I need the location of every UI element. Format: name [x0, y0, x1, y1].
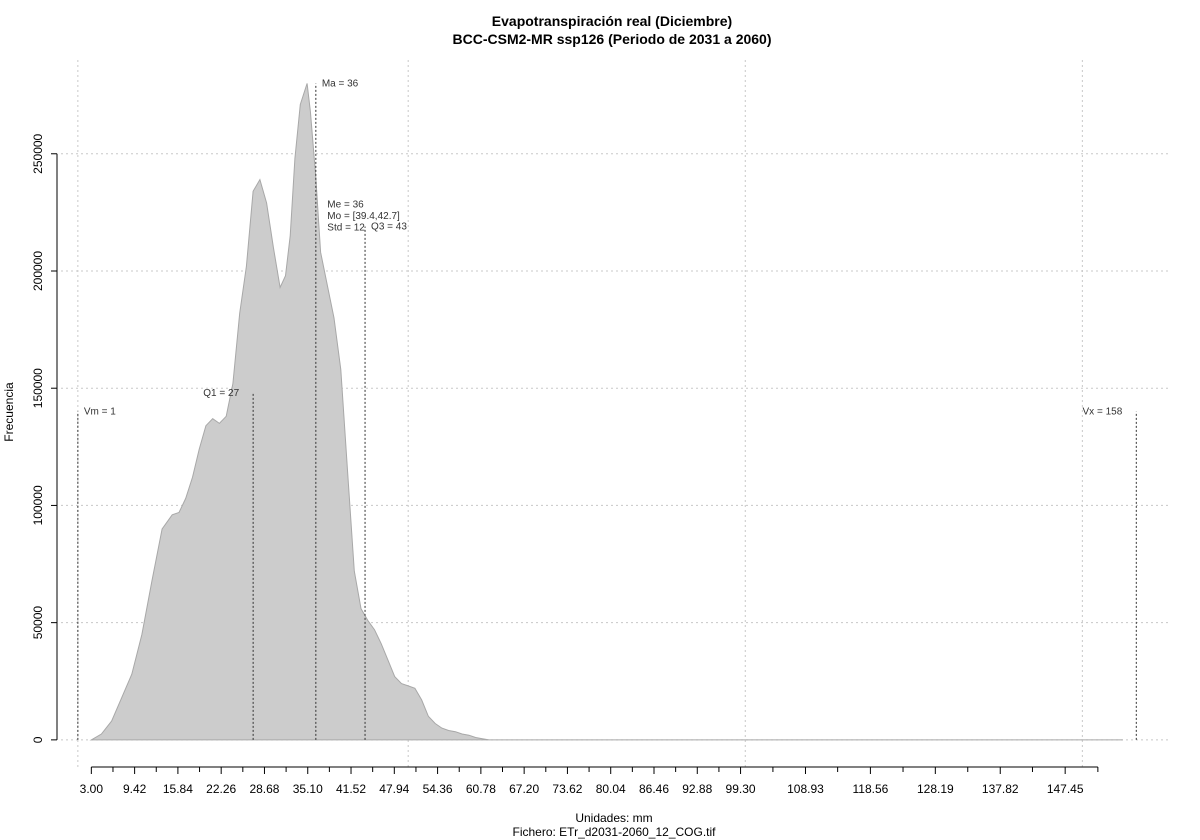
- x-axis-label: Unidades: mm: [575, 811, 652, 825]
- x-tick-label: 80.04: [596, 782, 626, 796]
- x-tick-label: 60.78: [466, 782, 496, 796]
- x-tick-label: 41.52: [336, 782, 366, 796]
- x-tick-label: 67.20: [509, 782, 539, 796]
- y-axis-label: Frecuencia: [2, 382, 16, 442]
- y-axis: 0 50000 100000 150000 200000 250000: [31, 133, 58, 743]
- y-tick-label: 250000: [31, 133, 45, 173]
- x-tick-label: 47.94: [379, 782, 409, 796]
- x-tick-label: 3.00: [80, 782, 104, 796]
- statistic-text: Me = 36: [327, 200, 364, 211]
- x-tick-label: 118.56: [852, 782, 888, 796]
- x-tick-label: 99.30: [726, 782, 756, 796]
- x-tick-label: 73.62: [552, 782, 582, 796]
- x-tick-label: 92.88: [682, 782, 712, 796]
- x-tick-label: 35.10: [293, 782, 323, 796]
- x-tick-label: 15.84: [163, 782, 193, 796]
- x-tick-label: 128.19: [917, 782, 954, 796]
- x-tick-label: 22.26: [206, 782, 236, 796]
- x-tick-label: 86.46: [639, 782, 669, 796]
- x-tick-label: 28.68: [249, 782, 279, 796]
- y-tick-label: 100000: [31, 485, 45, 525]
- marker-label: Ma = 36: [322, 78, 359, 89]
- x-tick-label: 54.36: [423, 782, 453, 796]
- y-tick-label: 50000: [31, 606, 45, 640]
- x-tick-label: 147.45: [1047, 782, 1084, 796]
- y-tick-label: 0: [31, 736, 45, 743]
- statistic-text: Std = 12: [327, 223, 365, 234]
- marker-label: Q3 = 43: [371, 221, 407, 232]
- x-tick-label: 108.93: [787, 782, 824, 796]
- x-axis: 3.00 9.42 15.84 22.26 28.68 35.10 41.52 47.94 54…: [80, 766, 1099, 796]
- density-area-path: [89, 83, 1123, 741]
- marker-label: Q1 = 27: [203, 388, 239, 399]
- y-tick-label: 150000: [31, 368, 45, 408]
- statistic-markers: Vm = 1 Q1 = 27 Ma = 36 Q3 = 43 Vx = 158: [77, 78, 1137, 740]
- statistic-text: Mo = [39.4,42.7]: [327, 211, 400, 222]
- y-tick-label: 200000: [31, 251, 45, 291]
- chart-title: Evapotranspiración real (Diciembre): [492, 13, 732, 29]
- file-name-label: Fichero: ETr_d2031-2060_12_COG.tif: [513, 825, 717, 839]
- x-tick-label: 137.82: [982, 782, 1019, 796]
- marker-label: Vx = 158: [1083, 407, 1123, 418]
- chart-subtitle: BCC-CSM2-MR ssp126 (Periodo de 2031 a 20…: [453, 31, 772, 47]
- density-area: [89, 83, 1123, 741]
- x-tick-label: 9.42: [123, 782, 147, 796]
- marker-label: Vm = 1: [84, 407, 116, 418]
